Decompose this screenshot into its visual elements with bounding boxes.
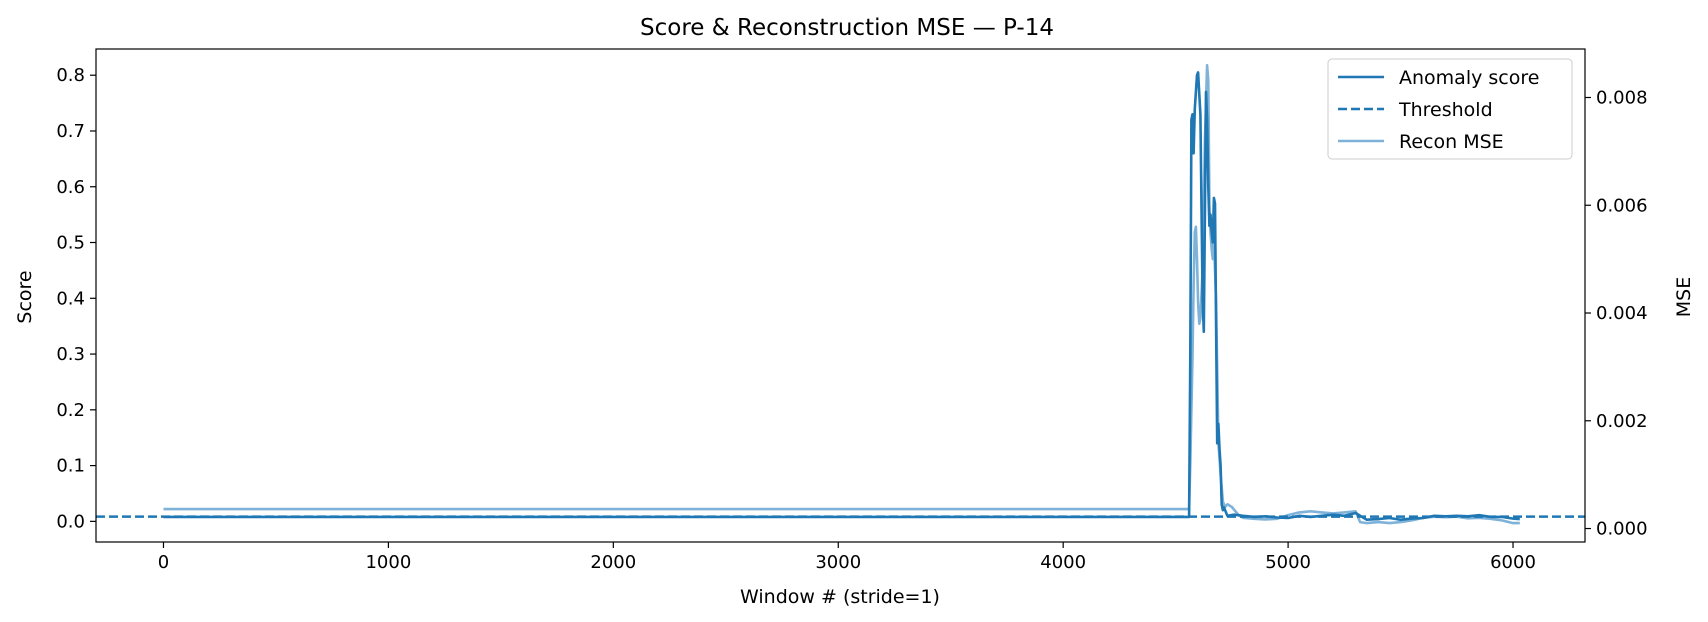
y-axis-label: Score <box>14 270 36 323</box>
x-tick-label: 6000 <box>1490 552 1536 573</box>
legend: Anomaly score Threshold Recon MSE <box>1327 58 1573 160</box>
y-tick-label: 0.0 <box>56 511 85 532</box>
x-tick-label: 1000 <box>365 552 411 573</box>
legend-box <box>1327 58 1573 160</box>
y-tick-label: 0.4 <box>56 288 85 309</box>
y-tick-label: 0.5 <box>56 233 85 254</box>
x-axis: 0 1000 2000 3000 4000 5000 6000 <box>158 542 1536 573</box>
legend-label-recon-mse: Recon MSE <box>1399 131 1504 153</box>
y-tick-label: 0.3 <box>56 344 85 365</box>
y-tick-label: 0.8 <box>56 65 85 86</box>
x-tick-label: 0 <box>158 552 169 573</box>
y-axis-right: 0.000 0.002 0.004 0.006 0.008 <box>1585 87 1648 540</box>
y-tick-label: 0.6 <box>56 177 85 198</box>
y2-tick-label: 0.004 <box>1596 303 1648 324</box>
plot-area <box>96 63 1585 525</box>
x-tick-label: 3000 <box>815 552 861 573</box>
plot-frame <box>95 48 1586 543</box>
series-line-anomaly-score <box>163 71 1520 522</box>
x-tick-label: 5000 <box>1265 552 1311 573</box>
y-axis-left: 0.0 0.1 0.2 0.3 0.4 0.5 0.6 0.7 0.8 <box>56 65 96 532</box>
legend-label-anomaly-score: Anomaly score <box>1399 67 1539 89</box>
legend-label-threshold: Threshold <box>1398 99 1493 121</box>
x-tick-label: 2000 <box>590 552 636 573</box>
chart-title: Score & Reconstruction MSE — P-14 <box>640 15 1054 41</box>
y2-tick-label: 0.002 <box>1596 411 1648 432</box>
y2-axis-label: MSE <box>1673 277 1695 317</box>
y-tick-label: 0.1 <box>56 456 85 477</box>
y-tick-label: 0.7 <box>56 121 85 142</box>
y-tick-label: 0.2 <box>56 400 85 421</box>
y2-tick-label: 0.000 <box>1596 519 1648 540</box>
y2-tick-label: 0.008 <box>1596 87 1648 108</box>
x-axis-label: Window # (stride=1) <box>740 586 940 608</box>
x-tick-label: 4000 <box>1040 552 1086 573</box>
y2-tick-label: 0.006 <box>1596 195 1648 216</box>
